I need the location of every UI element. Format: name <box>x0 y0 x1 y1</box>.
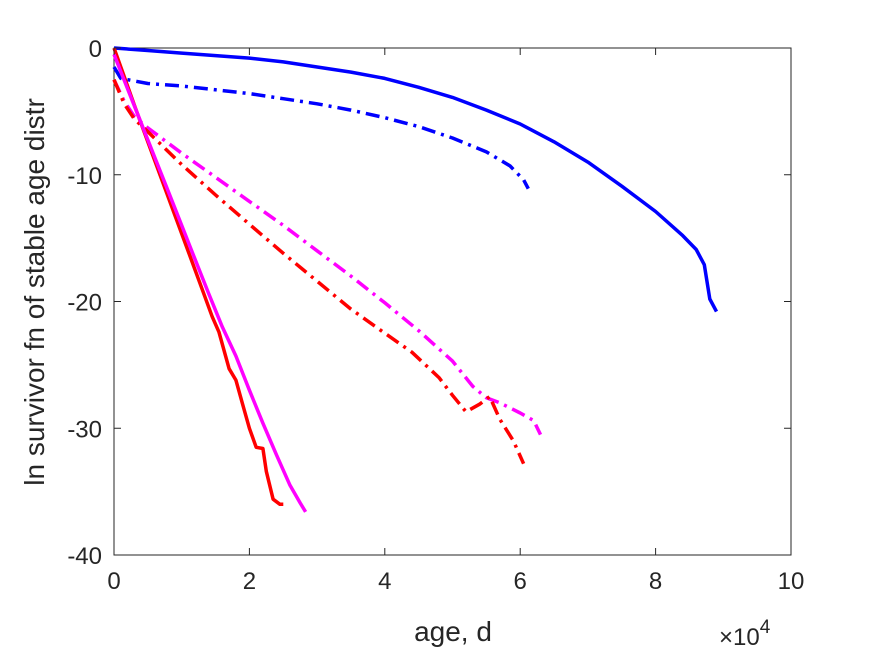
y-tick-label: 0 <box>89 36 102 63</box>
series-line-3-dashdot <box>112 78 543 436</box>
x-tick-label: 10 <box>778 568 805 595</box>
y-tick-label: -10 <box>67 163 102 190</box>
y-axis-label: ln survivor fn of stable age distr <box>19 98 50 486</box>
x-tick-label: 4 <box>378 568 391 595</box>
series-layer <box>112 46 719 513</box>
x-multiplier-exponent: 4 <box>760 617 771 638</box>
x-tick-label: 8 <box>649 568 662 595</box>
x-multiplier-base: ×10 <box>719 624 760 651</box>
y-tick-label: -40 <box>67 543 102 570</box>
x-tick-label: 6 <box>514 568 527 595</box>
x-tick-label: 0 <box>107 568 120 595</box>
x-tick-label: 2 <box>243 568 256 595</box>
series-line-6-solid <box>112 53 308 513</box>
series-line-1-solid <box>113 46 719 313</box>
ticks-layer: 0 2 4 6 8 10 -40 -30 -20 -10 0 <box>67 36 804 595</box>
y-tick-label: -30 <box>67 416 102 443</box>
x-axis-label: age, d <box>414 616 492 647</box>
y-tick-label: -20 <box>67 290 102 317</box>
x-multiplier-label: ×104 <box>719 617 771 651</box>
series-line-4-dashdot <box>112 79 526 465</box>
